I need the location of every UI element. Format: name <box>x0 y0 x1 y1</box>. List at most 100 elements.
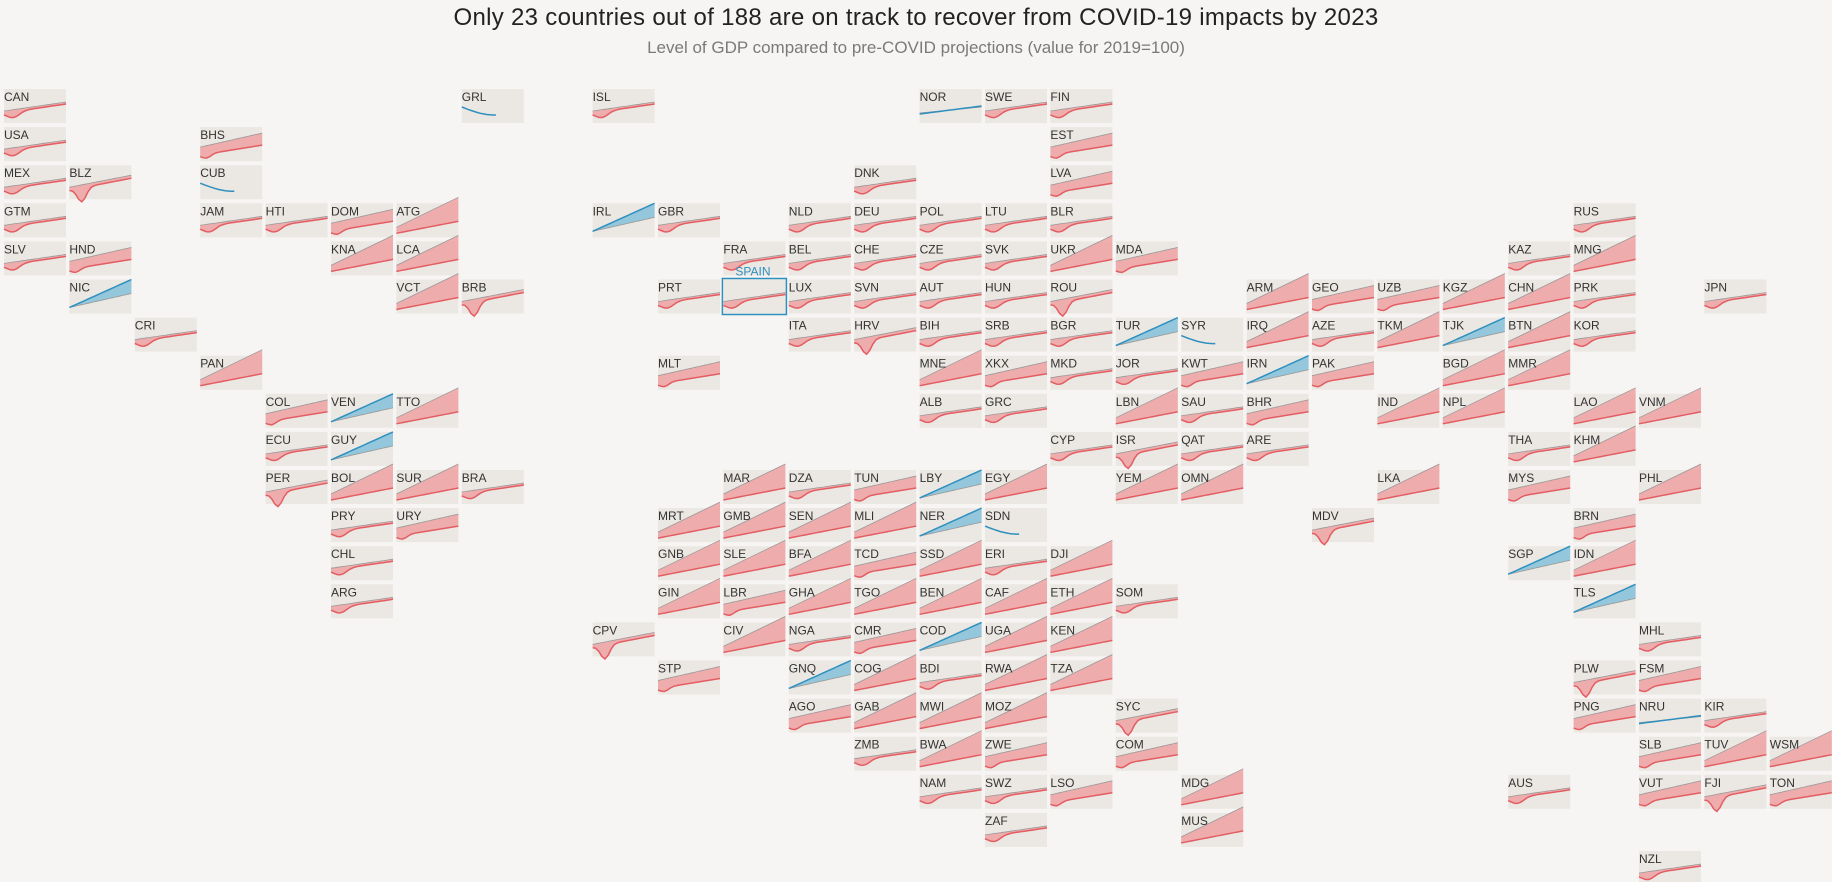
country-tile: GMB <box>723 501 786 543</box>
country-tile: MAR <box>723 463 786 504</box>
projection-line <box>69 174 132 188</box>
gap-area <box>592 632 655 659</box>
gdp-line <box>1638 411 1702 425</box>
projection-line <box>396 196 459 228</box>
projection-line <box>1573 539 1636 571</box>
gdp-line <box>657 293 721 309</box>
country-code-label: UKR <box>1050 242 1076 256</box>
gdp-line <box>984 255 1048 271</box>
country-tile: FIN <box>1050 89 1113 123</box>
country-tile: CMR <box>853 622 917 657</box>
projection-line <box>265 479 328 493</box>
country-code-label: NZL <box>1639 852 1662 866</box>
country-tile: SLV <box>3 241 67 276</box>
gdp-line <box>1180 372 1244 388</box>
projection-line <box>1246 399 1309 415</box>
country-code-label: CHE <box>854 242 879 256</box>
gdp-line <box>723 601 786 617</box>
gdp-line <box>919 408 982 424</box>
country-code-label: GTM <box>4 204 31 218</box>
country-tile: ARM <box>1246 273 1309 314</box>
country-code-label: KHM <box>1574 433 1601 447</box>
projection-line <box>984 463 1048 495</box>
country-tile: ARE <box>1246 431 1309 466</box>
gdp-line <box>919 507 982 537</box>
gdp-line <box>1573 217 1636 233</box>
projection-line <box>1638 742 1702 758</box>
country-code-label: MEX <box>4 166 30 180</box>
gdp-line <box>1180 446 1244 462</box>
gdp-line <box>1442 372 1505 387</box>
gap-area <box>1312 518 1374 545</box>
gdp-line <box>69 278 132 309</box>
projection-line <box>265 215 328 226</box>
projection-line <box>1181 406 1244 417</box>
projection-line <box>1508 444 1571 455</box>
country-tile: CHL <box>330 546 394 581</box>
country-tile: POL <box>919 203 982 238</box>
projection-line <box>1181 768 1244 800</box>
gdp-line <box>788 715 851 731</box>
country-tile: TJK <box>1442 316 1506 352</box>
country-tile: AUS <box>1507 774 1571 809</box>
country-tile: BGR <box>1050 317 1113 352</box>
gdp-line <box>461 291 524 318</box>
gdp-line <box>919 674 982 690</box>
projection-line <box>1508 254 1571 264</box>
gdp-line <box>1115 444 1178 470</box>
country-code-label: NGA <box>789 623 815 637</box>
country-code-label: PLW <box>1574 662 1600 676</box>
country-tile: MYS <box>1507 470 1571 504</box>
projection-line <box>1050 577 1113 609</box>
country-tile: TON <box>1769 774 1832 809</box>
gap-area <box>265 399 328 425</box>
gdp-line <box>1377 334 1440 349</box>
country-code-label: ITA <box>789 319 807 333</box>
country-code-label: SRB <box>985 319 1010 333</box>
projection-line <box>919 787 982 798</box>
gdp-line <box>330 258 394 273</box>
projection-line <box>330 208 394 224</box>
gdp-line <box>919 372 982 387</box>
projection-line <box>1246 311 1309 342</box>
gdp-line <box>788 293 851 309</box>
country-tile: ISL <box>592 89 655 123</box>
projection-line <box>1508 475 1571 491</box>
gdp-line <box>984 372 1048 388</box>
country-code-label: ARE <box>1247 433 1272 447</box>
country-tile: KAZ <box>1507 241 1571 276</box>
projection-line <box>396 273 459 304</box>
country-tile: BRB <box>461 279 524 318</box>
gap-area <box>1246 399 1309 425</box>
gdp-line <box>199 182 235 192</box>
country-tile: PAK <box>1311 355 1375 390</box>
country-tile: BFA <box>788 539 851 581</box>
gdp-line <box>788 217 851 233</box>
country-tile: URY <box>396 508 459 543</box>
gdp-line <box>657 601 721 616</box>
projection-line <box>919 254 982 264</box>
gdp-line <box>1573 293 1636 309</box>
country-tile: CHN <box>1508 273 1571 314</box>
gdp-line <box>1442 411 1505 425</box>
country-code-label: ARG <box>331 585 357 599</box>
projection-line <box>1377 285 1440 300</box>
country-code-label: FSM <box>1639 662 1664 676</box>
country-tile: ZMB <box>853 736 917 771</box>
gdp-line <box>1050 291 1113 318</box>
country-tile: THA <box>1507 431 1571 466</box>
projection-line <box>1377 463 1440 495</box>
gdp-line <box>1181 792 1244 806</box>
gap-area <box>919 508 982 537</box>
country-tile: IRL <box>592 202 655 238</box>
projection-line <box>854 654 917 685</box>
country-code-label: ECU <box>266 433 291 447</box>
country-tile: SSD <box>919 539 982 581</box>
gap-area <box>854 628 917 654</box>
gdp-line <box>919 563 982 577</box>
country-tile: BDI <box>919 660 982 695</box>
projection-line <box>919 483 982 499</box>
country-code-label: SVK <box>985 242 1009 256</box>
country-code-label: PRY <box>331 509 355 523</box>
gdp-line <box>854 677 917 692</box>
